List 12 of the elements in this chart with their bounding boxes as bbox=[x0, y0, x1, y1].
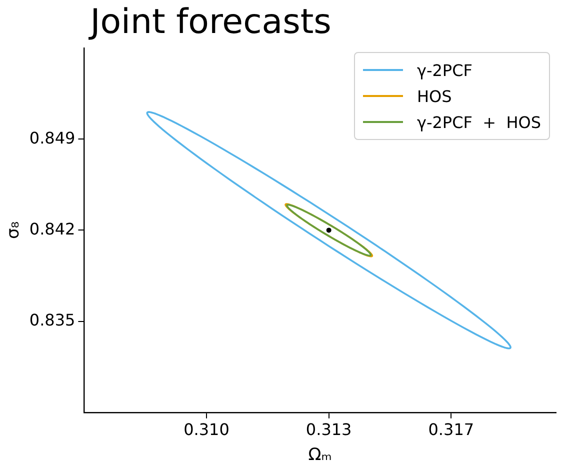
chart-title: Joint forecasts bbox=[90, 2, 332, 42]
legend-label: HOS bbox=[417, 86, 452, 106]
y-tick-label: 0.849 bbox=[29, 128, 76, 148]
y-tick-label: 0.835 bbox=[29, 310, 76, 330]
x-tick-label: 0.317 bbox=[428, 420, 474, 440]
x-tick-label: 0.313 bbox=[306, 420, 352, 440]
x-axis-title: Ωₘ bbox=[308, 445, 332, 466]
y-axis-title: σ₈ bbox=[4, 221, 24, 239]
legend-label: γ-2PCF + HOS bbox=[417, 112, 541, 132]
legend-label: γ-2PCF bbox=[417, 60, 472, 80]
x-tick-label: 0.310 bbox=[184, 420, 230, 440]
y-tick-label: 0.842 bbox=[29, 219, 76, 238]
